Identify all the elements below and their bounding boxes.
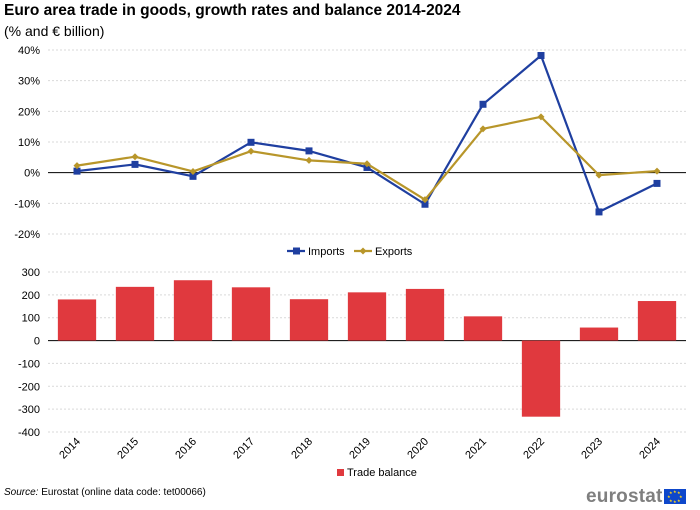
x-tick-2018: 2018 (289, 436, 315, 462)
exports-point-2018 (305, 156, 313, 164)
legend-marker-exports (359, 247, 367, 255)
bar-chart-y-tick: -400 (18, 427, 40, 439)
chart-subtitle: (% and € billion) (4, 23, 105, 39)
imports-point-2023 (595, 208, 603, 216)
legend-marker-imports (293, 247, 300, 255)
bar-chart-legend: Trade balance (337, 467, 417, 479)
logo-wordmark: eurostat (586, 486, 663, 507)
x-tick-2015: 2015 (115, 436, 141, 462)
x-tick-2014: 2014 (57, 436, 83, 462)
line-chart-y-tick: -20% (14, 229, 40, 241)
imports-point-2014 (73, 167, 81, 175)
imports-point-2024 (653, 179, 661, 187)
line-chart-gridlines (48, 49, 686, 235)
trade-balance-bar-2021 (463, 316, 503, 341)
source-text: Eurostat (online data code: tet00066) (41, 487, 206, 498)
trade-balance-bar-2017 (231, 287, 271, 341)
x-tick-2021: 2021 (463, 436, 489, 462)
bar-chart-y-tick: 100 (22, 313, 40, 325)
x-tick-2022: 2022 (521, 436, 547, 462)
bar-chart-y-tick: -100 (18, 358, 40, 370)
source-label: Source: (4, 487, 39, 498)
line-chart-y-tick: 30% (18, 76, 40, 88)
bar-chart-y-tick: 300 (22, 267, 40, 279)
line-chart-y-tick: 20% (18, 106, 40, 118)
bar-chart-x-tick-labels: 2014 2015 2016 2017 2018 2019 2020 2021 2022 2023… (57, 436, 663, 462)
exports-point-2015 (131, 153, 139, 161)
exports-point-2022 (537, 113, 545, 121)
series-line-imports (76, 54, 658, 214)
exports-point-2016 (189, 167, 197, 175)
bar-chart-y-tick: 200 (22, 290, 40, 302)
trade-balance-bar-2015 (115, 286, 155, 341)
line-chart-y-tick: 40% (18, 45, 40, 57)
chart-canvas: 40% 30% 20% 10% 0% -10% -20% Imports Exports 30… (14, 45, 686, 479)
trade-balance-bar-2014 (57, 299, 97, 341)
eu-flag-icon: ★ ★ ★ ★ ★ ★ ★ ★ (664, 489, 686, 504)
exports-point-2019 (363, 160, 371, 168)
imports-point-2020 (421, 200, 429, 208)
exports-point-2017 (247, 147, 255, 155)
line-chart-legend: Imports Exports (287, 246, 413, 258)
legend-label-exports: Exports (375, 246, 413, 258)
x-tick-2020: 2020 (405, 436, 431, 462)
source-note: Source: Eurostat (online data code: tet0… (4, 487, 206, 498)
line-chart-series (73, 52, 661, 216)
imports-point-2015 (131, 160, 139, 168)
imports-point-2017 (247, 138, 255, 146)
chart-title: Euro area trade in goods, growth rates a… (4, 2, 461, 19)
trade-balance-bar-2018 (289, 299, 329, 341)
line-chart-y-tick-labels: 40% 30% 20% 10% 0% -10% -20% (14, 45, 40, 241)
exports-point-2014 (73, 162, 81, 170)
line-chart-y-tick: -10% (14, 198, 40, 210)
bar-chart-y-tick: -300 (18, 404, 40, 416)
imports-point-2019 (363, 163, 371, 171)
x-tick-2023: 2023 (579, 436, 605, 462)
x-tick-2017: 2017 (231, 436, 257, 462)
line-chart-y-tick: 10% (18, 137, 40, 149)
bar-chart-y-tick: 0 (34, 336, 40, 348)
trade-balance-bar-2023 (579, 327, 619, 341)
bar-chart-bars (57, 280, 677, 417)
imports-point-2021 (479, 100, 487, 108)
trade-balance-bar-2016 (173, 280, 213, 341)
legend-label-imports: Imports (308, 246, 345, 258)
x-tick-2016: 2016 (173, 436, 199, 462)
exports-point-2023 (595, 171, 603, 179)
imports-point-2018 (305, 147, 313, 155)
bar-chart-y-tick: -200 (18, 381, 40, 393)
legend-label-trade-balance: Trade balance (347, 467, 417, 479)
imports-point-2022 (537, 52, 545, 60)
x-tick-2019: 2019 (347, 436, 373, 462)
line-chart-y-tick: 0% (24, 168, 40, 180)
imports-point-2016 (189, 172, 197, 180)
trade-balance-bar-2019 (347, 292, 387, 341)
exports-point-2021 (479, 125, 487, 133)
trade-balance-bar-2020 (405, 288, 445, 341)
legend-swatch-trade-balance (337, 469, 344, 476)
exports-point-2020 (421, 196, 429, 204)
trade-balance-bar-2022 (521, 340, 561, 417)
bar-chart-y-tick-labels: 300 200 100 0 -100 -200 -300 -400 (18, 267, 40, 439)
exports-point-2024 (653, 167, 661, 175)
x-tick-2024: 2024 (637, 436, 663, 462)
trade-balance-bar-2024 (637, 301, 677, 341)
series-line-exports (76, 115, 658, 201)
